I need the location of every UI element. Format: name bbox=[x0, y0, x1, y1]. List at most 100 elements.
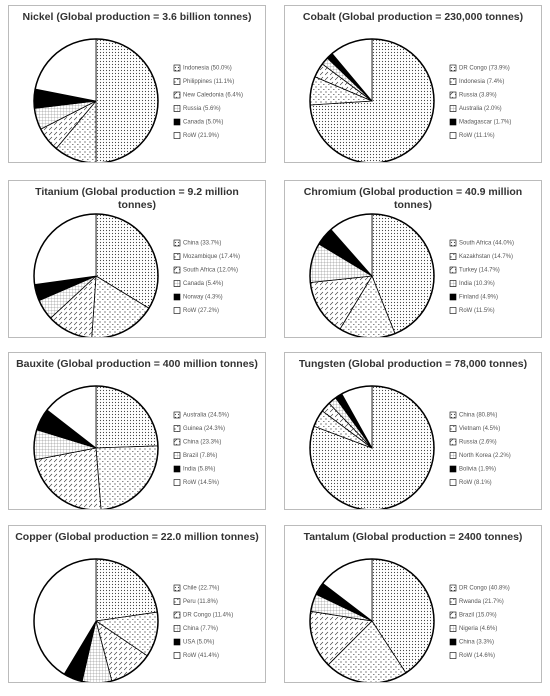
legend-swatch bbox=[173, 425, 181, 432]
legend-swatch bbox=[173, 625, 181, 632]
chart-panel: China (33.7%) Mozambique (17.4%) South Afr… bbox=[8, 180, 266, 338]
pie-slice bbox=[95, 445, 159, 509]
legend-label: RoW (14.6%) bbox=[459, 653, 495, 659]
legend-swatch bbox=[449, 652, 457, 659]
legend-label: Russia (5.6%) bbox=[183, 106, 221, 112]
legend-label: Bolivia (1.9%) bbox=[459, 467, 496, 473]
legend-label: China (33.7%) bbox=[183, 241, 221, 247]
legend-label: Peru (11.8%) bbox=[183, 599, 218, 605]
legend-swatch bbox=[449, 438, 457, 446]
legend-label: Canada (5.4%) bbox=[183, 281, 223, 287]
pie-outline bbox=[309, 213, 435, 337]
legend-swatch bbox=[173, 91, 181, 99]
legend-label: Australia (2.0%) bbox=[459, 106, 502, 112]
legend-swatch bbox=[173, 78, 181, 85]
legend-label: Madagascar (1.7%) bbox=[459, 120, 511, 126]
chart-title: Tantalum (Global production = 2400 tonne… bbox=[303, 531, 523, 543]
legend-swatch bbox=[449, 91, 457, 99]
legend-label: Canada (5.0%) bbox=[183, 120, 223, 126]
legend-label: RoW (21.9%) bbox=[183, 133, 219, 139]
legend-swatch bbox=[173, 411, 181, 419]
legend-swatch bbox=[449, 598, 457, 605]
legend-swatch bbox=[449, 611, 457, 619]
legend-swatch bbox=[173, 652, 181, 659]
legend-label: Finland (4.9%) bbox=[459, 295, 498, 301]
pie-chart: DR Congo (40.8%) Rwanda (21.7%) Brazil (15… bbox=[309, 558, 510, 682]
legend-swatch bbox=[173, 611, 181, 619]
pie-outline bbox=[309, 558, 435, 682]
legend-label: North Korea (2.2%) bbox=[459, 453, 511, 459]
legend-swatch bbox=[449, 638, 457, 646]
legend-label: Chile (22.7%) bbox=[183, 586, 219, 592]
legend-swatch bbox=[173, 293, 181, 301]
pie-outline bbox=[33, 213, 159, 337]
legend-label: DR Congo (40.8%) bbox=[459, 586, 510, 592]
legend-swatch bbox=[449, 465, 457, 473]
chart-panel: South Africa (44.0%) Kazakhstan (14.7%) Tu… bbox=[284, 180, 542, 338]
legend-label: Turkey (14.7%) bbox=[459, 268, 500, 274]
legend-swatch bbox=[173, 438, 181, 446]
legend-swatch bbox=[173, 118, 181, 126]
chart-title: Titanium (Global production = 9.2 millio… bbox=[35, 186, 239, 211]
legend-swatch bbox=[173, 64, 181, 72]
chart-panel: DR Congo (73.9%) Indonesia (7.4%) Russia (… bbox=[284, 5, 542, 163]
chart-title: Copper (Global production = 22.0 million… bbox=[15, 531, 259, 543]
chart-panel: DR Congo (40.8%) Rwanda (21.7%) Brazil (15… bbox=[284, 525, 542, 683]
legend-label: Rwanda (21.7%) bbox=[459, 599, 504, 605]
pie-slice bbox=[33, 213, 97, 285]
legend-label: New Caledonia (6.4%) bbox=[183, 93, 243, 99]
legend-swatch bbox=[173, 638, 181, 646]
legend-label: RoW (27.2%) bbox=[183, 308, 219, 314]
chart-title: Chromium (Global production = 40.9 milli… bbox=[303, 186, 523, 211]
pie-chart: Australia (24.5%) Guinea (24.3%) China (23… bbox=[33, 385, 229, 509]
legend-swatch bbox=[449, 625, 457, 632]
legend-swatch bbox=[173, 584, 181, 592]
pie-slice bbox=[95, 558, 158, 622]
legend-swatch bbox=[449, 293, 457, 301]
legend-label: South Africa (44.0%) bbox=[459, 241, 514, 247]
chart-title: Tungsten (Global production = 78,000 ton… bbox=[298, 358, 528, 370]
legend-label: Indonesia (7.4%) bbox=[459, 79, 504, 85]
legend-swatch bbox=[449, 253, 457, 260]
legend-label: China (7.7%) bbox=[183, 626, 218, 632]
legend-swatch bbox=[173, 465, 181, 473]
legend-swatch bbox=[173, 479, 181, 486]
legend-label: China (23.3%) bbox=[183, 440, 221, 446]
chart-panel: Chile (22.7%) Peru (11.8%) DR Congo (11.4%… bbox=[8, 525, 266, 683]
legend-swatch bbox=[449, 280, 457, 287]
pie-chart: DR Congo (73.9%) Indonesia (7.4%) Russia (… bbox=[309, 38, 511, 162]
legend-label: China (80.8%) bbox=[459, 413, 497, 419]
legend-label: USA (5.0%) bbox=[183, 640, 214, 646]
legend-swatch bbox=[173, 239, 181, 247]
pie-outline bbox=[33, 385, 159, 509]
pie-chart: China (80.8%) Vietnam (4.5%) Russia (2.6%)… bbox=[309, 385, 511, 509]
legend-label: RoW (11.5%) bbox=[459, 308, 495, 314]
legend-label: Norway (4.3%) bbox=[183, 295, 223, 301]
legend-label: Guinea (24.3%) bbox=[183, 426, 225, 432]
legend-swatch bbox=[449, 132, 457, 139]
pie-chart: Indonesia (50.0%) Philippines (11.1%) New … bbox=[33, 38, 243, 162]
legend-swatch bbox=[173, 280, 181, 287]
legend-swatch bbox=[173, 253, 181, 260]
legend-swatch bbox=[449, 105, 457, 112]
chart-panel: Indonesia (50.0%) Philippines (11.1%) New … bbox=[8, 5, 266, 163]
legend-label: Brazil (15.0%) bbox=[459, 613, 497, 619]
legend-label: Russia (2.6%) bbox=[459, 440, 497, 446]
pie-outline bbox=[309, 38, 435, 162]
legend-swatch bbox=[449, 452, 457, 459]
legend-swatch bbox=[449, 479, 457, 486]
pie-slice bbox=[95, 385, 159, 449]
legend-label: Mozambique (17.4%) bbox=[183, 254, 240, 260]
legend-swatch bbox=[173, 105, 181, 112]
legend-label: RoW (8.1%) bbox=[459, 480, 492, 486]
chart-panel: Australia (24.5%) Guinea (24.3%) China (23… bbox=[8, 352, 266, 510]
legend-label: Russia (3.8%) bbox=[459, 93, 497, 99]
legend-label: India (5.8%) bbox=[183, 467, 215, 473]
chart-title: Cobalt (Global production = 230,000 tonn… bbox=[302, 11, 524, 23]
legend-swatch bbox=[449, 118, 457, 126]
legend-swatch bbox=[173, 132, 181, 139]
pie-outline bbox=[33, 38, 159, 162]
legend-label: DR Congo (73.9%) bbox=[459, 66, 510, 72]
legend-label: Vietnam (4.5%) bbox=[459, 426, 500, 432]
